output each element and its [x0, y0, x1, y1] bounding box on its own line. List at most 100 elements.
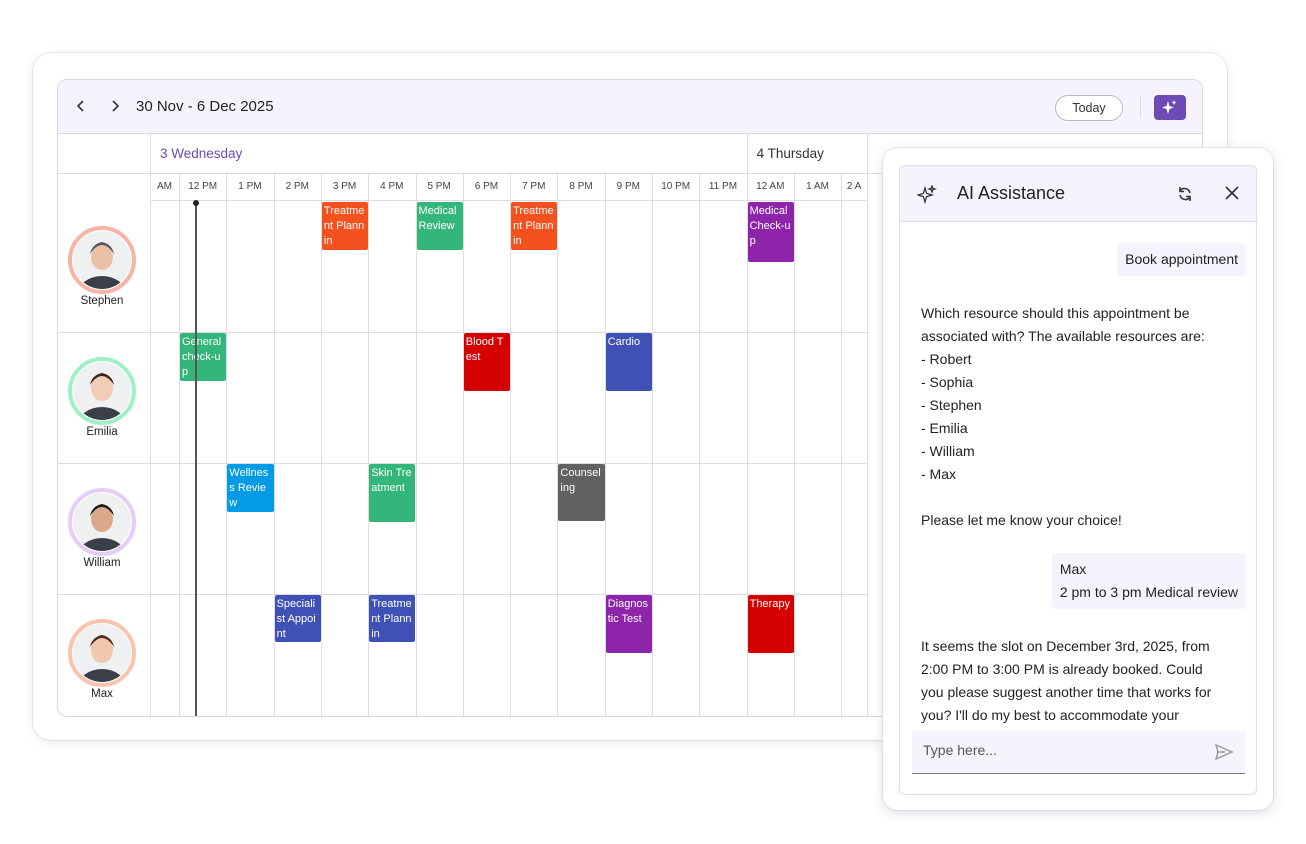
ai-title: AI Assistance [957, 183, 1066, 203]
appointment[interactable]: Wellness Review [227, 464, 274, 512]
appointment[interactable]: Cardio [605, 333, 652, 391]
row-line [58, 463, 867, 464]
appointment[interactable]: Treatment Plannin [369, 595, 416, 642]
input-box[interactable]: Type here... [912, 731, 1245, 774]
avatar-image [68, 357, 136, 425]
separator [1140, 96, 1141, 118]
message-item: - Max [921, 466, 956, 482]
message-text: Which resource should this appointment b… [921, 305, 1205, 344]
time-label: 5 PM [427, 181, 451, 192]
appointment[interactable]: Treatment Plannin [321, 202, 369, 250]
time-label: 8 PM [569, 181, 593, 192]
message-list: Book appointment Which resource should th… [900, 222, 1256, 724]
time-label: 2 A [846, 181, 862, 192]
avatar [68, 488, 136, 556]
refresh-button[interactable] [1176, 185, 1194, 203]
appointment[interactable]: Medical Check-up [747, 202, 794, 262]
sparkle-icon [917, 185, 937, 205]
send-button[interactable] [1214, 743, 1234, 761]
grid-line [557, 173, 559, 716]
row-line [58, 594, 867, 595]
header-line [150, 200, 867, 201]
time-label: 10 PM [661, 181, 691, 192]
prev-button[interactable] [74, 99, 88, 113]
time-label: 1 PM [238, 181, 262, 192]
appointment[interactable]: Diagnostic Test [605, 595, 652, 653]
grid-line [652, 173, 653, 716]
resource-name: Emilia [86, 426, 118, 438]
appointment[interactable]: Blood Test [463, 333, 511, 391]
grid-line [699, 173, 701, 716]
message-line: Max [1059, 561, 1087, 577]
appointment[interactable]: Therapy [747, 595, 794, 653]
ai-icon [1162, 100, 1177, 114]
resource-column-line [150, 134, 151, 716]
resource-name: William [83, 557, 121, 569]
day-header: 3 Wednesday [160, 146, 243, 161]
ai-header: AI Assistance [900, 166, 1256, 222]
ai-button[interactable] [1154, 95, 1186, 120]
grid-line [415, 173, 417, 716]
appointment[interactable]: General check-up [180, 333, 227, 381]
toolbar: 30 Nov - 6 Dec 2025 Today [58, 80, 1202, 134]
appointment[interactable]: Medical Review [416, 202, 463, 250]
appointment[interactable]: Treatment Plannin [511, 202, 558, 250]
assistant-message: Which resource should this appointment b… [921, 302, 1226, 532]
time-label: 6 PM [474, 181, 499, 192]
appointment[interactable]: Skin Treatment [369, 464, 416, 522]
date-range[interactable]: 30 Nov - 6 Dec 2025 [136, 98, 274, 115]
time-label: 2 PM [285, 181, 309, 192]
time-label: 1 AM [806, 181, 829, 192]
message-item: - Robert [921, 351, 972, 367]
grid-line [462, 173, 464, 716]
time-label: 12 PM [188, 181, 218, 192]
message-item: - Emilia [921, 420, 968, 436]
grid-line [604, 173, 606, 716]
time-label: AM [157, 181, 172, 192]
next-button[interactable] [108, 99, 122, 113]
grid-line [368, 173, 370, 716]
time-label: 4 PM [380, 181, 404, 192]
grid-line [867, 173, 868, 716]
grid-line [179, 173, 180, 716]
time-label: 11 PM [708, 181, 738, 192]
message-text: It seems the slot on December 3rd, 2025,… [921, 638, 1212, 723]
resource-name: Max [91, 688, 113, 700]
grid-line [320, 173, 322, 716]
time-label: 9 PM [616, 181, 640, 192]
resource-name: Stephen [80, 295, 124, 307]
grid-line [273, 173, 275, 716]
user-message: Book appointment [1117, 243, 1246, 276]
message-item: - Sophia [921, 374, 974, 390]
appointment[interactable]: Specialist Appoint [274, 595, 321, 642]
close-button[interactable] [1224, 185, 1240, 201]
appointment[interactable]: Counseling [558, 464, 605, 521]
avatar-image [68, 488, 136, 556]
ai-panel: AI Assistance Book appointment Which reso… [899, 165, 1257, 795]
message-line: Book appointment [1125, 251, 1238, 267]
current-time-line [195, 201, 197, 716]
today-button[interactable]: Today [1055, 95, 1123, 121]
time-label: 12 AM [756, 181, 785, 192]
row-line [58, 332, 867, 333]
grid-line [793, 173, 795, 716]
user-message: Max 2 pm to 3 pm Medical review [1051, 553, 1246, 609]
message-line: 2 pm to 3 pm Medical review [1059, 584, 1238, 600]
header-line [58, 173, 1202, 174]
assistant-message: It seems the slot on December 3rd, 2025,… [921, 635, 1226, 724]
avatar-image [68, 226, 136, 294]
time-label: 7 PM [522, 181, 546, 192]
message-item: - William [921, 443, 975, 459]
avatar-image [68, 619, 136, 687]
grid: 3 Wednesday 4 Thursday AM 12 PM 1 PM 2 PM 3 PM… [58, 80, 1202, 716]
day-divider [150, 134, 151, 173]
avatar [68, 226, 136, 294]
input-placeholder: Type here... [923, 742, 997, 758]
message-item: - Stephen [921, 397, 982, 413]
grid-line [841, 173, 843, 716]
time-label: 3 PM [332, 181, 357, 192]
day-divider [746, 134, 748, 173]
day-header: 4 Thursday [756, 146, 824, 161]
grid-line [510, 173, 512, 716]
